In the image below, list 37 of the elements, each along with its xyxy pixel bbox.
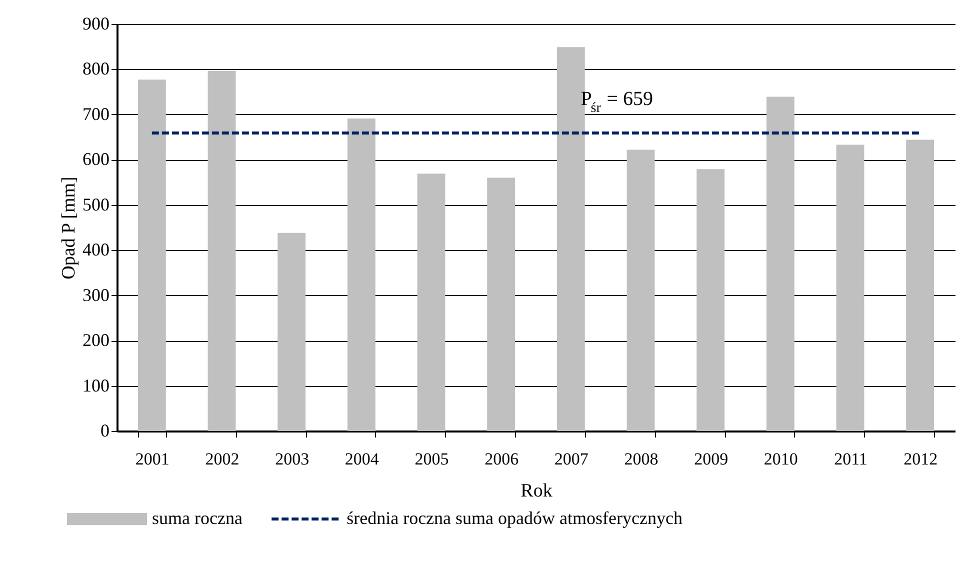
- x-tick-label: 2001: [135, 450, 170, 468]
- y-tick-label: 600: [82, 149, 110, 170]
- x-tick-label: 2011: [834, 450, 868, 468]
- y-tick-label: 400: [82, 240, 110, 260]
- x-tick-label: 2012: [904, 450, 938, 468]
- legend-label: suma roczna: [152, 508, 242, 528]
- bar: [278, 232, 306, 431]
- x-axis-title: Rok: [520, 480, 553, 502]
- bar: [487, 178, 516, 431]
- bar: [208, 71, 236, 431]
- legend-label: średnia roczna suma opadów atmosferycznych: [346, 508, 682, 528]
- y-tick-label: 200: [82, 330, 110, 350]
- x-tick-label: 2004: [344, 450, 380, 468]
- bar: [766, 96, 794, 431]
- y-tick-label: 700: [82, 104, 110, 124]
- y-tick-label: 500: [82, 194, 110, 214]
- x-tick-label: 2006: [484, 450, 519, 468]
- x-tick-label: 2009: [694, 450, 728, 468]
- y-tick-label: 0: [100, 420, 110, 440]
- x-tick-label: 2003: [275, 450, 310, 468]
- y-tick-label: 900: [82, 14, 110, 34]
- y-tick-label: 800: [82, 58, 110, 79]
- bar: [138, 80, 166, 431]
- bar: [696, 169, 725, 431]
- y-tick-label: 100: [82, 375, 110, 396]
- x-tick-label: 2008: [624, 450, 658, 468]
- x-tick-label: 2007: [554, 450, 589, 468]
- x-tick-label: 2010: [764, 450, 798, 468]
- bar: [347, 118, 376, 431]
- bar: [626, 150, 655, 431]
- y-tick-label: 300: [82, 284, 110, 305]
- x-tick-label: 2005: [414, 450, 449, 468]
- bar: [906, 140, 934, 431]
- bar: [417, 174, 446, 431]
- y-axis-title: Opad P [mm]: [58, 176, 80, 280]
- x-tick-label: 2002: [205, 450, 240, 468]
- bar: [836, 144, 864, 431]
